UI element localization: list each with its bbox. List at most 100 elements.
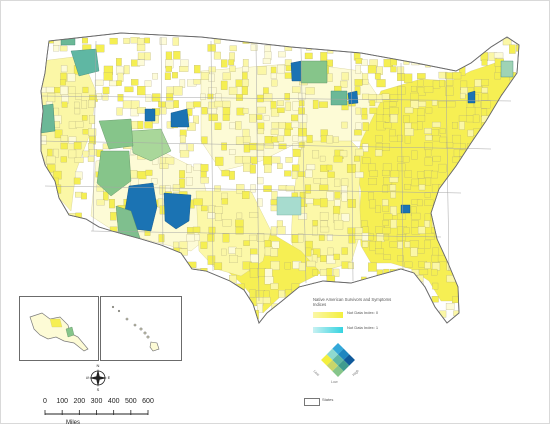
county-cell xyxy=(208,73,215,82)
county-cell xyxy=(306,260,316,267)
county-cell xyxy=(319,184,329,191)
county-cell xyxy=(480,52,489,61)
county-cell xyxy=(410,100,419,109)
county-cell xyxy=(278,51,286,58)
county-cell xyxy=(397,213,406,220)
county-cell xyxy=(460,92,466,99)
county-cell xyxy=(291,121,299,129)
county-cell xyxy=(249,212,259,218)
county-cell xyxy=(263,115,270,121)
county-cell xyxy=(467,163,474,173)
county-cell xyxy=(299,191,306,199)
county-cell xyxy=(250,44,258,51)
county-cell xyxy=(432,282,439,290)
alaska-inset[interactable] xyxy=(19,296,99,361)
county-cell xyxy=(159,163,169,169)
county-cell xyxy=(439,79,445,87)
county-cell xyxy=(201,283,208,291)
county-cell xyxy=(228,311,236,320)
county-cell xyxy=(159,107,167,115)
county-cell xyxy=(508,129,516,139)
county-cell xyxy=(410,37,420,43)
county-cell xyxy=(390,206,397,216)
county-cell xyxy=(389,101,397,107)
county-cell xyxy=(481,87,488,94)
county-cell xyxy=(432,80,441,89)
county-cell xyxy=(508,282,518,288)
county-cell xyxy=(285,318,293,323)
county-cell xyxy=(277,64,285,74)
county-cell xyxy=(264,143,274,149)
county-cell xyxy=(214,262,223,270)
county-cell xyxy=(404,135,411,144)
county-cell xyxy=(466,115,474,123)
county-cell xyxy=(347,262,354,270)
county-cell xyxy=(222,233,230,243)
county-cell xyxy=(501,268,511,277)
county-cell xyxy=(41,255,47,264)
county-cell xyxy=(263,185,272,192)
county-cell xyxy=(411,289,420,297)
county-cell xyxy=(509,303,515,312)
county-cell xyxy=(383,122,392,129)
county-cell xyxy=(109,233,117,242)
county-cell xyxy=(452,198,461,206)
county-cell xyxy=(516,192,519,202)
county-cell xyxy=(404,37,414,46)
county-cell xyxy=(376,113,384,122)
county-cell xyxy=(460,212,469,221)
county-cell xyxy=(277,226,286,235)
county-cell xyxy=(222,114,230,121)
county-cell xyxy=(236,94,243,101)
county-cell xyxy=(368,233,374,241)
county-cell xyxy=(270,282,279,290)
county-cell xyxy=(236,212,243,219)
county-cell xyxy=(242,156,251,164)
hawaii-inset[interactable] xyxy=(100,296,182,361)
county-cell xyxy=(509,220,518,227)
county-cell xyxy=(278,304,287,312)
county-cell xyxy=(88,267,95,275)
county-cell xyxy=(94,247,102,253)
county-cell xyxy=(501,107,510,116)
county-cell xyxy=(145,247,152,257)
county-cell xyxy=(458,121,465,130)
legend-states-label: States xyxy=(322,397,334,402)
county-cell xyxy=(60,156,67,163)
county-cell xyxy=(109,276,119,285)
county-cell xyxy=(417,171,425,179)
county-cell xyxy=(305,198,315,204)
county-cell xyxy=(354,233,363,240)
county-cell xyxy=(404,261,413,268)
county-cell xyxy=(94,79,104,86)
county-cell xyxy=(494,72,501,80)
county-cell xyxy=(467,234,475,243)
county-cell xyxy=(277,163,283,169)
county-cell xyxy=(186,317,193,323)
county-cell xyxy=(487,220,493,227)
county-cell xyxy=(487,247,497,256)
county-cell xyxy=(81,233,89,242)
county-cell xyxy=(382,205,390,212)
county-cell xyxy=(516,241,519,248)
county-cell xyxy=(502,318,508,323)
county-cell xyxy=(418,269,429,275)
county-cell xyxy=(481,100,491,109)
county-cell xyxy=(228,86,238,95)
county-cell xyxy=(262,58,271,65)
county-cell xyxy=(41,192,47,202)
county-cell xyxy=(214,100,224,108)
cluster-nc-blue xyxy=(438,190,448,200)
county-cell xyxy=(130,261,138,270)
county-cell xyxy=(270,72,277,79)
county-cell xyxy=(60,254,68,263)
county-cell xyxy=(221,142,227,151)
county-cell xyxy=(326,36,334,45)
county-cell xyxy=(165,157,175,165)
county-cell xyxy=(508,142,517,149)
county-cell xyxy=(397,134,403,142)
county-cell xyxy=(313,198,322,206)
county-cell xyxy=(375,205,381,214)
county-cell xyxy=(389,94,399,102)
